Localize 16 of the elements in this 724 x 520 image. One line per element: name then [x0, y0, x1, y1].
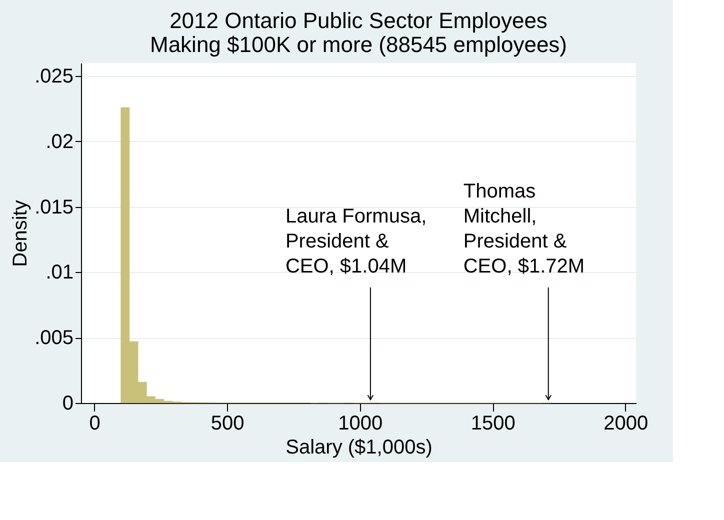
y-axis-title: Density: [10, 200, 32, 267]
chart-title: 2012 Ontario Public Sector Employees Making $100K or more (88545 employees): [150, 8, 568, 57]
annotation: Laura Formusa, President & CEO, $1.04M: [285, 205, 427, 278]
y-tick-label: .005: [34, 327, 74, 350]
y-tick-label: .01: [46, 262, 74, 284]
x-tick-label: 2000: [604, 412, 648, 434]
x-tick-label: 0: [89, 412, 100, 434]
y-tick-label: .02: [46, 130, 74, 153]
x-tick-label: 500: [210, 412, 244, 434]
y-tick-label: .015: [34, 196, 74, 218]
x-axis-title: Salary ($1,000s): [286, 436, 432, 458]
annotation: Thomas Mitchell, President & CEO, $1.72M: [463, 180, 585, 278]
y-tick-label: .025: [34, 66, 74, 88]
x-tick-label: 1000: [338, 412, 383, 434]
y-tick-label: 0: [62, 392, 74, 414]
x-tick-label: 1500: [470, 412, 516, 434]
